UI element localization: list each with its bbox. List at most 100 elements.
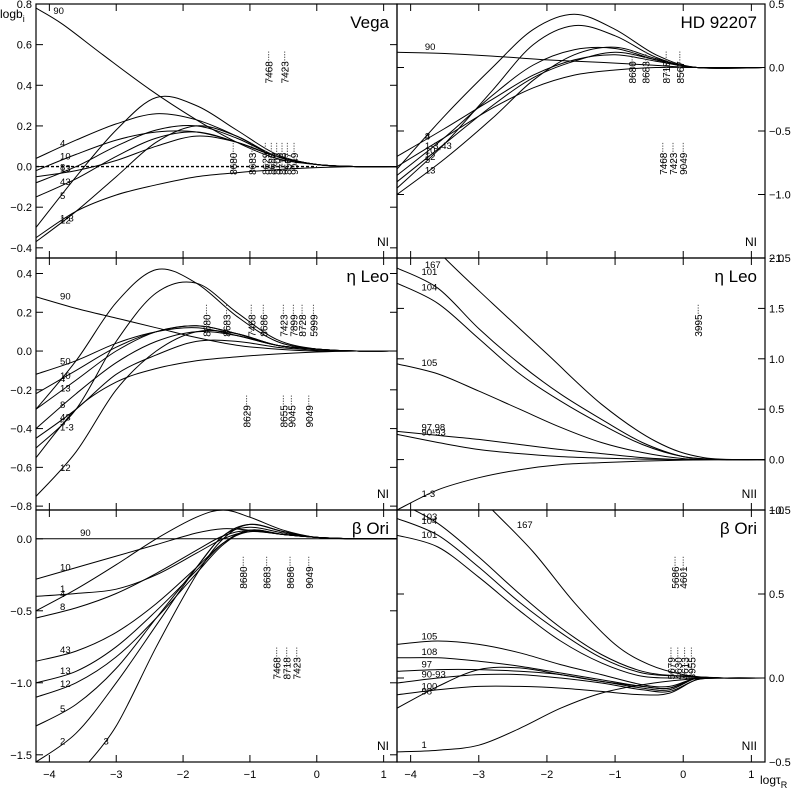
series-label-4: 4 [60,589,65,600]
y-tick-label: −0.5 [769,126,791,138]
series-line-12 [36,125,397,243]
wavelength-label: 8686 [267,152,278,175]
series-line-103 [412,510,765,679]
series-line-90 [397,51,765,69]
series-label-12: 12 [60,463,71,474]
series-label-43: 43 [60,413,71,424]
series-label-13: 13 [60,384,71,395]
plot-area [397,258,765,510]
wavelength-label: 8703 [273,152,284,175]
y-tick-label: 0.4 [17,269,32,281]
y-tick-label: −1.0 [769,190,791,202]
series-line-101 [397,267,765,461]
series-line-5 [36,526,397,727]
wavelength-label: 5999 [309,314,320,337]
series-label-1-3,43: 1-3,43 [425,141,452,152]
panel-frame [396,509,766,763]
series-label-10: 10 [60,371,71,382]
wavelength-label: 7468 [265,61,276,84]
star-name-label: β Ori [720,519,757,538]
y-tick-label: 0.0 [17,346,32,358]
wavelength-label: 9049 [290,152,301,175]
series-label-90-93: 90-93 [421,427,445,438]
series-label-12: 12 [425,152,436,163]
series-label-43: 43 [60,645,71,656]
wavelength-label: 8680 [202,314,213,337]
series-line-90 [36,7,397,168]
y-tick-label: 1.0 [769,505,784,517]
y-tick-label: −0.2 [10,202,32,214]
y-tick-label: 0.0 [17,534,32,546]
wavelength-label: 7423 [279,314,290,337]
x-axis-title-main: logτ [760,773,781,787]
series-label-10: 10 [425,145,436,156]
star-name-label: HD 92207 [680,13,757,32]
y-tick-label: −0.8 [10,501,32,513]
series-line-4 [36,268,397,410]
ion-label: NII [742,739,757,753]
series-label-8: 8 [60,163,65,174]
series-label-10: 10 [60,151,71,162]
x-tick-label: 0 [680,769,686,781]
wavelength-label: 5686 [671,566,682,589]
y-axis-title-main: logb [0,7,23,21]
series-line-167 [443,258,765,461]
wavelength-label: 8680 [239,566,250,589]
series-line-4 [36,510,397,612]
chart-panel-bottom-left: −1.5 −1.0 −0.5 0.0 −4 −3 −2 −1 0 1 90 4 10 1 8 43 13 12 5 2… [10,509,398,781]
series-label-97,98: 97,98 [421,422,445,433]
y-tick-label: 1.0 [769,354,784,366]
wavelength-label: 8683 [263,566,274,589]
wavelength-label: 8683 [248,152,259,175]
series-label-3: 3 [104,737,109,748]
wavelength-label: 3995 [694,314,705,337]
y-tick-label: 2.0 [769,253,784,265]
wavelength-label: 8686 [259,314,270,337]
series-line-43 [36,131,397,198]
wavelength-label: 8683 [223,314,234,337]
plot-area [36,510,397,762]
x-tick-label: −4 [404,769,417,781]
chart-panel-middle-left: −0.8−0.6−0.4−0.20.00.20.4904550101384312… [10,257,398,513]
series-line-104 [397,282,765,461]
y-tick-label: 0.0 [769,673,784,685]
series-line-5 [397,24,765,189]
y-tick-label: 0.5 [769,0,784,11]
series-label-167: 167 [425,260,441,271]
y-tick-label: −1.5 [10,750,32,762]
series-label-103: 103 [421,512,437,523]
y-tick-label: −1.5 [769,253,791,265]
series-label-105: 105 [421,358,437,369]
wavelength-label: 7899 [289,314,300,337]
series-label-108: 108 [421,647,437,658]
y-tick-label: 0.0 [17,162,32,174]
series-label-100: 100 [421,681,437,692]
x-tick-label: −2 [541,769,554,781]
wavelength-label: 8567 [283,152,294,175]
series-label-98: 98 [421,686,432,697]
series-line-101 [397,534,765,679]
wavelength-label: 9049 [305,566,316,589]
y-tick-label: 0.6 [17,40,32,52]
y-tick-label: 0.0 [769,455,784,467]
star-name-label: η Leo [714,267,757,286]
wavelength-label: 8683 [642,61,653,84]
x-tick-label: 0 [314,769,320,781]
x-tick-label: 1 [748,769,754,781]
panel-frame [396,257,766,511]
series-label-10: 10 [60,562,71,573]
series-label-101: 101 [421,267,437,278]
series-line-1-3 [36,350,397,459]
ion-label: NI [377,739,389,753]
series-label-1-3: 1-3 [60,422,74,433]
series-label-104: 104 [421,282,437,293]
series-label-5: 5 [60,704,65,715]
series-label-90: 90 [80,528,91,539]
y-tick-label: −0.6 [10,462,32,474]
y-tick-label: −0.2 [10,385,32,397]
y-axis-title-sub: i [23,14,25,24]
y-tick-label: −0.5 [769,757,791,769]
